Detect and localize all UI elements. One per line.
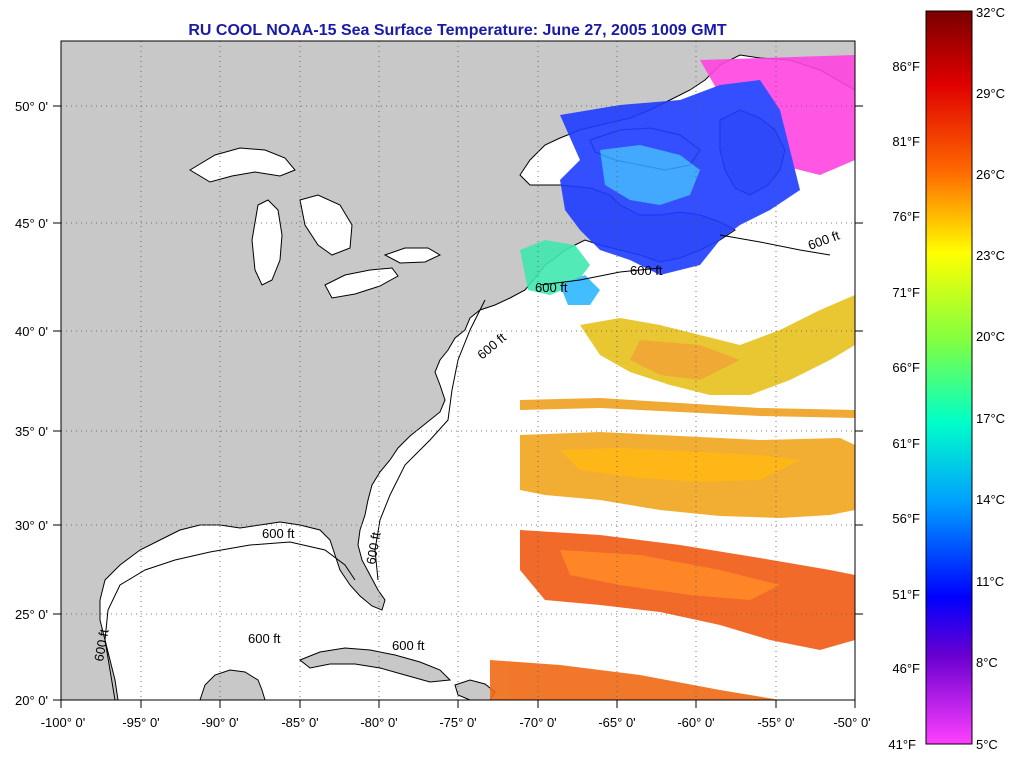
colorbar-fahrenheit-label: 41°F xyxy=(888,737,916,752)
lake-erie xyxy=(324,267,399,299)
lon-label: -50° 0' xyxy=(833,715,870,730)
colorbar-celsius-label: 17°C xyxy=(976,411,1005,426)
contour-label: 600 ft xyxy=(248,631,281,646)
lon-label: -65° 0' xyxy=(598,715,635,730)
lat-label: 40° 0' xyxy=(15,324,48,339)
colorbar-celsius-label: 5°C xyxy=(976,737,998,752)
lake-superior xyxy=(189,147,296,183)
lon-label: -60° 0' xyxy=(677,715,714,730)
colorbar-celsius-label: 23°C xyxy=(976,248,1005,263)
land-cuba xyxy=(299,647,452,683)
colorbar-celsius-label: 20°C xyxy=(976,329,1005,344)
contour-label: 600 ft xyxy=(392,638,425,653)
land-yucatan xyxy=(199,669,266,700)
lake-michigan xyxy=(251,199,283,286)
lake-ontario xyxy=(383,247,442,264)
contour-label: 600 ft xyxy=(91,628,111,663)
lat-label: 45° 0' xyxy=(15,216,48,231)
colorbar-celsius-label: 26°C xyxy=(976,167,1005,182)
lon-label: -70° 0' xyxy=(519,715,556,730)
colorbar-celsius-label: 11°C xyxy=(976,574,1004,589)
lon-label: -90° 0' xyxy=(201,715,238,730)
lon-label: -95° 0' xyxy=(122,715,159,730)
colorbar-fahrenheit-label: 56°F xyxy=(892,511,920,526)
colorbar xyxy=(925,10,973,745)
contour-label: 600 ft xyxy=(535,280,568,295)
sst-swaths xyxy=(490,55,855,700)
colorbar-celsius-label: 32°C xyxy=(976,5,1005,20)
lon-label: -80° 0' xyxy=(360,715,397,730)
contour-label: 600 ft xyxy=(363,531,383,566)
colorbar-fahrenheit-label: 71°F xyxy=(892,285,920,300)
colorbar-fahrenheit-label: 51°F xyxy=(892,587,920,602)
colorbar-fahrenheit-label: 66°F xyxy=(892,360,920,375)
contour-label: 600 ft xyxy=(262,526,295,541)
lat-label: 35° 0' xyxy=(15,424,48,439)
lat-label: 30° 0' xyxy=(15,518,48,533)
colorbar-celsius-label: 29°C xyxy=(976,86,1005,101)
lat-label: 20° 0' xyxy=(15,693,48,708)
colorbar-fahrenheit-label: 86°F xyxy=(892,59,920,74)
lat-label: 25° 0' xyxy=(15,607,48,622)
lake-huron xyxy=(299,194,353,256)
colorbar-fahrenheit-label: 46°F xyxy=(892,661,920,676)
isobath-600ft xyxy=(104,234,831,700)
colorbar-fahrenheit-label: 76°F xyxy=(892,209,920,224)
axis-ticks xyxy=(53,105,863,708)
colorbar-fahrenheit-label: 81°F xyxy=(892,134,920,149)
lon-label: -100° 0' xyxy=(41,715,86,730)
colorbar-celsius-label: 14°C xyxy=(976,492,1005,507)
contour-label: 600 ft xyxy=(630,263,663,278)
map-title: RU COOL NOAA-15 Sea Surface Temperature:… xyxy=(188,22,727,39)
lon-label: -85° 0' xyxy=(281,715,318,730)
colorbar-celsius-label: 8°C xyxy=(976,655,998,670)
colorbar-fahrenheit-label: 61°F xyxy=(892,436,920,451)
lon-label: -55° 0' xyxy=(757,715,794,730)
lat-label: 50° 0' xyxy=(15,99,48,114)
lon-label: -75° 0' xyxy=(439,715,476,730)
